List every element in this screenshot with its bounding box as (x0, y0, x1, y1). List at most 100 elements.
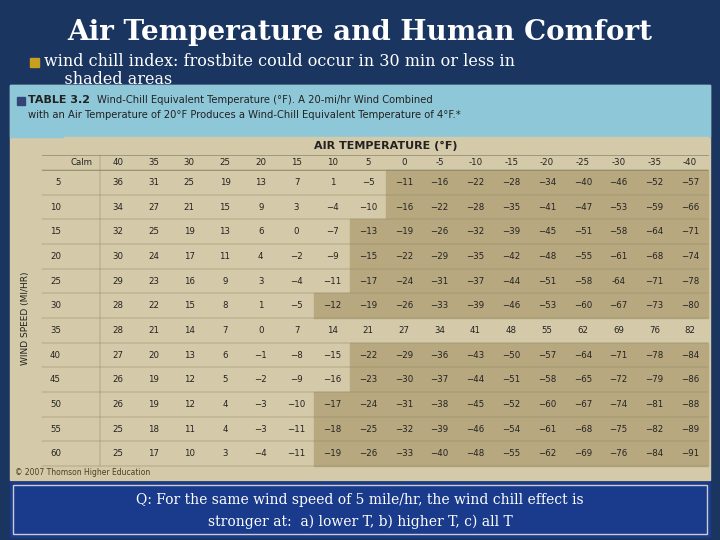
Text: −60: −60 (574, 301, 592, 310)
Text: −68: −68 (574, 424, 592, 434)
Text: −22: −22 (359, 350, 377, 360)
Text: −43: −43 (467, 350, 485, 360)
Text: 55: 55 (541, 326, 552, 335)
Text: 25: 25 (50, 276, 61, 286)
Text: −80: −80 (681, 301, 699, 310)
Text: −2: −2 (254, 375, 267, 384)
Text: 3: 3 (258, 276, 264, 286)
Text: 29: 29 (112, 276, 123, 286)
Text: 76: 76 (649, 326, 660, 335)
Text: −32: −32 (467, 227, 485, 236)
Text: 5: 5 (365, 158, 371, 167)
Text: −57: −57 (681, 178, 699, 187)
Text: −5: −5 (290, 301, 303, 310)
Text: 20: 20 (50, 252, 61, 261)
Text: 82: 82 (685, 326, 696, 335)
Text: −19: −19 (323, 449, 341, 458)
Text: −60: −60 (538, 400, 556, 409)
Bar (64, 137, 708, 155)
Text: −11: −11 (395, 178, 413, 187)
Text: 55: 55 (50, 424, 61, 434)
Text: −35: −35 (502, 202, 521, 212)
Text: −48: −48 (538, 252, 556, 261)
Text: 9: 9 (222, 276, 228, 286)
Text: 34: 34 (434, 326, 445, 335)
Text: −32: −32 (395, 424, 413, 434)
Text: 14: 14 (327, 326, 338, 335)
Text: −30: −30 (395, 375, 413, 384)
Text: −47: −47 (574, 202, 592, 212)
Text: Wind-Chill Equivalent Temperature (°F). A 20-mi/hr Wind Combined: Wind-Chill Equivalent Temperature (°F). … (97, 95, 433, 105)
Text: −22: −22 (395, 252, 413, 261)
Text: −91: −91 (681, 449, 699, 458)
Text: 0: 0 (401, 158, 407, 167)
Text: 15: 15 (50, 227, 61, 236)
Text: WIND SPEED (MI/HR): WIND SPEED (MI/HR) (22, 271, 30, 364)
Text: −33: −33 (431, 301, 449, 310)
Text: 12: 12 (184, 400, 194, 409)
Text: −61: −61 (538, 424, 556, 434)
Text: −11: −11 (287, 424, 306, 434)
Text: 15: 15 (291, 158, 302, 167)
Text: −31: −31 (395, 400, 413, 409)
Text: Q: For the same wind speed of 5 mile/hr, the wind chill effect is: Q: For the same wind speed of 5 mile/hr,… (136, 493, 584, 507)
Text: -25: -25 (576, 158, 590, 167)
Text: −22: −22 (467, 178, 485, 187)
Text: −17: −17 (359, 276, 377, 286)
Text: 50: 50 (50, 400, 61, 409)
Text: −10: −10 (359, 202, 377, 212)
Bar (10, 85, 710, 137)
Text: −58: −58 (609, 227, 628, 236)
Text: −57: −57 (538, 350, 556, 360)
Text: −40: −40 (574, 178, 592, 187)
Text: −55: −55 (574, 252, 592, 261)
Text: −22: −22 (431, 202, 449, 212)
Text: AIR TEMPERATURE (°F): AIR TEMPERATURE (°F) (314, 141, 458, 151)
Text: 11: 11 (184, 424, 194, 434)
Text: −84: −84 (645, 449, 663, 458)
Text: Air Temperature and Human Comfort: Air Temperature and Human Comfort (68, 18, 652, 45)
Text: shaded areas: shaded areas (44, 71, 172, 89)
Text: -64: -64 (611, 276, 626, 286)
Text: −19: −19 (395, 227, 413, 236)
Text: -20: -20 (540, 158, 554, 167)
Text: −37: −37 (467, 276, 485, 286)
Text: −26: −26 (395, 301, 413, 310)
Text: −53: −53 (609, 202, 628, 212)
Text: −41: −41 (538, 202, 556, 212)
Text: −66: −66 (681, 202, 699, 212)
Text: 9: 9 (258, 202, 264, 212)
Text: −51: −51 (538, 276, 556, 286)
Text: −69: −69 (574, 449, 592, 458)
Text: 28: 28 (112, 301, 123, 310)
Text: −61: −61 (609, 252, 628, 261)
Text: 30: 30 (184, 158, 194, 167)
Text: -30: -30 (611, 158, 626, 167)
Text: 40: 40 (50, 350, 61, 360)
Text: 45: 45 (50, 375, 61, 384)
Text: 41: 41 (470, 326, 481, 335)
Text: 34: 34 (112, 202, 123, 212)
Text: -15: -15 (504, 158, 518, 167)
Text: 25: 25 (220, 158, 230, 167)
Text: −28: −28 (502, 178, 521, 187)
Text: 17: 17 (184, 252, 194, 261)
Text: −9: −9 (290, 375, 303, 384)
Text: −72: −72 (609, 375, 628, 384)
Text: 13: 13 (256, 178, 266, 187)
Text: −54: −54 (502, 424, 521, 434)
Text: 6: 6 (258, 227, 264, 236)
Text: −37: −37 (431, 375, 449, 384)
Text: 10: 10 (184, 449, 194, 458)
Text: 30: 30 (50, 301, 61, 310)
Text: 13: 13 (184, 350, 194, 360)
Text: −78: −78 (681, 276, 699, 286)
Text: −51: −51 (574, 227, 592, 236)
Text: 17: 17 (148, 449, 159, 458)
Text: 24: 24 (148, 252, 159, 261)
Text: −67: −67 (609, 301, 628, 310)
Text: 35: 35 (148, 158, 159, 167)
Bar (30, 58, 39, 67)
Text: 7: 7 (294, 326, 300, 335)
Text: −44: −44 (467, 375, 485, 384)
